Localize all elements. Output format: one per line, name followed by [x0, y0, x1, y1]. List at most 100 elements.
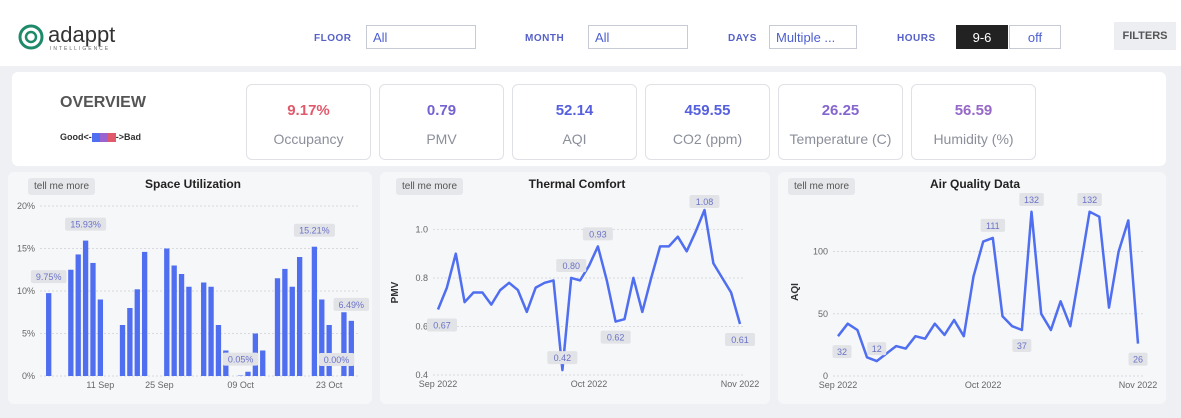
filters-button[interactable]: FILTERS: [1114, 22, 1176, 50]
data-label-box: [427, 318, 457, 332]
line: [837, 210, 1140, 363]
kpi-card: 9.17% Occupancy: [246, 84, 371, 160]
hours-option[interactable]: 9-6: [956, 25, 1008, 49]
bar: [245, 371, 251, 376]
x-tick-label: Nov 2022: [1119, 380, 1158, 390]
y-tick-label: 20%: [17, 201, 35, 211]
hours-option[interactable]: off: [1009, 25, 1061, 49]
data-label-box: [980, 218, 1006, 232]
x-tick-label: Oct 2022: [965, 380, 1002, 390]
filter-label: FLOOR: [314, 33, 352, 44]
data-label: 0.67: [433, 320, 451, 330]
x-tick-label: 09 Oct: [227, 380, 254, 390]
data-label-box: [1128, 352, 1148, 366]
logo-sub: INTELLIGENCE: [50, 46, 111, 52]
x-tick-label: Nov 2022: [721, 379, 760, 389]
data-label-box: [318, 353, 355, 366]
bar: [348, 320, 354, 376]
y-tick-label: 5%: [22, 329, 35, 339]
bar: [75, 254, 81, 376]
filter-label: DAYS: [728, 33, 757, 44]
data-label-box: [1012, 338, 1032, 352]
data-label-box: [832, 345, 852, 359]
data-label-box: [1019, 193, 1044, 206]
data-label: 0.80: [562, 261, 580, 271]
chart-title: Space Utilization: [145, 177, 241, 191]
tell-me-more[interactable]: tell me more: [788, 178, 856, 195]
kpi-label: CO2 (ppm): [672, 131, 743, 147]
data-label: 0.61: [731, 335, 749, 345]
x-tick-label: Sep 2022: [419, 379, 458, 389]
kpi-value: 52.14: [555, 102, 594, 119]
kpi-card: 26.25 Temperature (C): [778, 84, 903, 160]
kpi-card: 52.14 AQI: [512, 84, 637, 160]
line: [436, 208, 742, 372]
kpi-label: PMV: [426, 131, 457, 147]
data-label: 0.00%: [324, 355, 350, 365]
data-label: 6.49%: [339, 300, 365, 310]
bar: [134, 289, 140, 376]
data-label: 26: [1133, 355, 1143, 365]
kpi-value: 26.25: [821, 102, 860, 119]
data-label: 132: [1082, 195, 1097, 205]
bar: [68, 269, 74, 376]
data-label-box: [600, 330, 631, 344]
data-label-box: [333, 297, 370, 311]
chart-title: Thermal Comfort: [529, 177, 626, 191]
y-tick-label: 1.0: [415, 224, 428, 234]
bar: [186, 286, 192, 376]
data-label-box: [222, 352, 259, 366]
x-tick-label: Oct 2022: [571, 379, 608, 389]
data-label-box: [582, 227, 613, 241]
bar: [127, 308, 133, 376]
bar: [201, 282, 207, 376]
y-axis-label: AQI: [790, 283, 801, 301]
bar: [97, 299, 104, 376]
month-select[interactable]: All: [588, 25, 688, 49]
y-tick-label: 0: [823, 371, 828, 381]
days-select[interactable]: Multiple ...: [769, 25, 857, 49]
data-label: 37: [1017, 341, 1027, 351]
data-label-box: [293, 223, 335, 237]
y-tick-label: 10%: [17, 286, 35, 296]
bar: [289, 286, 295, 376]
swatch: [107, 132, 116, 142]
bar: [282, 268, 288, 376]
header: adappt INTELLIGENCE FLOOR All MONTH All …: [0, 0, 1181, 66]
data-label-box: [867, 342, 887, 356]
bar: [341, 312, 347, 376]
data-label-box: [65, 217, 107, 231]
bar: [326, 325, 332, 376]
data-label: 0.62: [607, 333, 625, 343]
data-label: 32: [837, 347, 847, 357]
data-label-box: [30, 270, 67, 284]
tell-me-more[interactable]: tell me more: [396, 178, 464, 195]
data-label: 132: [1024, 195, 1039, 205]
kpi-card: 459.55 CO2 (ppm): [645, 84, 770, 160]
data-label: 111: [986, 221, 1000, 231]
select-value: All: [373, 30, 388, 45]
data-label: 15.93%: [70, 220, 101, 230]
select-value: Multiple ...: [776, 30, 836, 45]
bar: [274, 278, 281, 376]
logo: adappt: [48, 22, 116, 47]
hours-label: HOURS: [897, 33, 936, 44]
tell-me-more[interactable]: tell me more: [28, 178, 96, 195]
bar: [311, 246, 318, 376]
kpi-label: Humidity (%): [933, 131, 1014, 147]
y-tick-label: 100: [813, 247, 828, 257]
filter-label: MONTH: [525, 33, 565, 44]
bar: [119, 325, 126, 376]
bar: [260, 350, 266, 376]
data-label-box: [689, 195, 720, 208]
bar: [82, 240, 89, 376]
kpi-value: 56.59: [954, 102, 993, 119]
kpi-value: 0.79: [426, 102, 457, 119]
floor-select[interactable]: All: [366, 25, 476, 49]
data-label: 12: [872, 344, 882, 354]
kpi-label: AQI: [562, 131, 587, 147]
legend: Good<- ->Bad: [60, 132, 141, 142]
data-label: 0.93: [589, 229, 607, 239]
kpi-card: 0.79 PMV: [379, 84, 504, 160]
